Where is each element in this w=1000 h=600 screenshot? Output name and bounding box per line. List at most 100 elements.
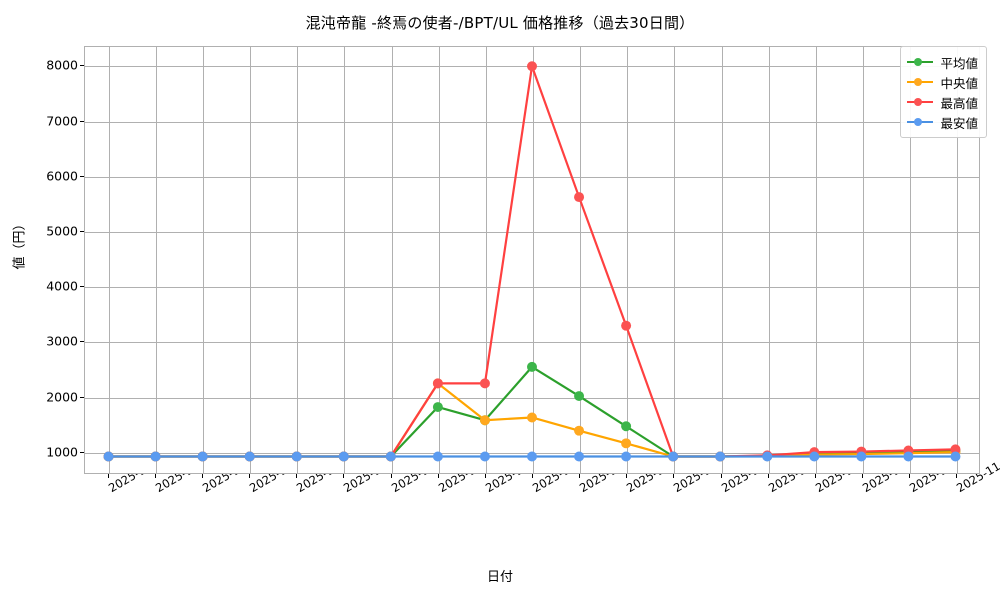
data-point-marker	[574, 391, 585, 402]
chart-legend: 平均値中央値最高値最安値	[900, 46, 987, 138]
plot-area	[84, 46, 980, 474]
legend-item-4[interactable]: 最安値	[907, 112, 978, 132]
data-point-marker	[150, 451, 161, 462]
data-point-marker	[621, 421, 632, 432]
data-point-marker	[244, 451, 255, 462]
data-point-marker	[574, 425, 585, 436]
data-point-marker	[432, 402, 443, 413]
chart-title: 混沌帝龍 -終焉の使者-/BPT/UL 価格推移（過去30日間）	[305, 14, 695, 32]
series-line	[107, 65, 957, 458]
data-point-marker	[950, 451, 961, 462]
x-tick-mark	[391, 474, 392, 478]
gridline-horizontal	[85, 398, 979, 399]
x-tick-label: 2025-10-25	[106, 450, 171, 496]
data-point-marker	[527, 361, 537, 372]
gridline-vertical	[156, 47, 157, 473]
legend-label: 中央値	[940, 75, 978, 91]
data-point-marker	[385, 451, 396, 462]
legend-item-1[interactable]: 平均値	[907, 52, 978, 72]
y-tick-label: 1000	[46, 444, 78, 460]
x-tick-label: 2025-11-07	[719, 450, 784, 496]
data-point-marker	[338, 451, 349, 462]
x-tick-mark	[626, 474, 627, 478]
data-point-marker	[574, 451, 585, 462]
x-tick-label: 2025-11-06	[671, 450, 736, 496]
data-point-marker	[668, 451, 679, 462]
y-tick-mark	[80, 397, 84, 398]
legend-label: 最安値	[940, 115, 978, 131]
gridline-vertical	[769, 47, 770, 473]
x-tick-mark	[862, 474, 863, 478]
data-point-marker	[527, 412, 537, 423]
x-tick-label: 2025-10-29	[294, 450, 359, 496]
gridline-vertical	[816, 47, 817, 473]
data-point-marker	[903, 451, 914, 462]
data-point-marker	[950, 444, 961, 455]
data-point-marker	[479, 415, 490, 426]
gridline-vertical	[863, 47, 864, 473]
x-tick-mark	[721, 474, 722, 478]
x-tick-mark	[579, 474, 580, 478]
x-axis-title: 日付	[486, 570, 513, 585]
y-tick-label: 3000	[46, 333, 78, 349]
x-tick-mark	[438, 474, 439, 478]
x-tick-mark	[909, 474, 910, 478]
y-axis-title: 値（円）	[12, 217, 28, 270]
data-point-marker	[856, 451, 867, 462]
y-tick-label: 8000	[46, 57, 78, 73]
data-point-marker	[479, 451, 490, 462]
data-point-marker	[527, 451, 537, 462]
x-tick-mark	[296, 474, 297, 478]
legend-item-2[interactable]: 中央値	[907, 72, 978, 92]
y-tick-label: 7000	[46, 113, 78, 129]
data-point-marker	[197, 451, 208, 462]
y-tick-mark	[80, 286, 84, 287]
x-tick-label: 2025-10-30	[341, 450, 406, 496]
series-layer	[103, 61, 961, 462]
gridline-vertical	[580, 47, 581, 473]
x-tick-mark	[249, 474, 250, 478]
data-point-marker	[715, 451, 726, 462]
y-tick-label: 4000	[46, 278, 78, 294]
data-point-marker	[621, 451, 632, 462]
x-tick-label: 2025-11-01	[436, 450, 501, 496]
y-tick-mark	[80, 121, 84, 122]
y-tick-label: 2000	[46, 389, 78, 405]
data-point-marker	[432, 378, 443, 389]
gridline-vertical	[674, 47, 675, 473]
data-point-marker	[574, 192, 585, 203]
data-point-marker	[621, 320, 632, 331]
legend-swatch-icon	[907, 56, 934, 68]
legend-swatch-icon	[907, 116, 934, 128]
x-tick-label: 2025-11-03	[530, 450, 595, 496]
x-tick-label: 2025-11-08	[766, 450, 831, 496]
x-tick-label: 2025-11-05	[624, 450, 689, 496]
gridline-vertical	[297, 47, 298, 473]
legend-item-3[interactable]: 最高値	[907, 92, 978, 112]
series-line	[107, 365, 957, 458]
y-tick-mark	[80, 65, 84, 66]
y-tick-mark	[80, 176, 84, 177]
data-point-marker	[527, 61, 537, 72]
gridline-horizontal	[85, 177, 979, 178]
x-tick-label: 2025-11-11	[907, 450, 972, 496]
gridline-horizontal	[85, 342, 979, 343]
gridline-horizontal	[85, 232, 979, 233]
y-tick-mark	[80, 452, 84, 453]
legend-label: 最高値	[940, 95, 978, 111]
data-point-marker	[762, 451, 773, 462]
x-tick-label: 2025-10-27	[200, 450, 265, 496]
gridline-vertical	[439, 47, 440, 473]
x-tick-mark	[956, 474, 957, 478]
data-point-marker	[291, 451, 302, 462]
gridline-vertical	[344, 47, 345, 473]
data-point-marker	[479, 378, 490, 389]
series-4	[103, 451, 961, 462]
data-point-marker	[103, 451, 114, 462]
x-tick-mark	[343, 474, 344, 478]
x-tick-mark	[673, 474, 674, 478]
y-tick-mark	[80, 341, 84, 342]
gridline-vertical	[533, 47, 534, 473]
series-3	[103, 61, 961, 462]
